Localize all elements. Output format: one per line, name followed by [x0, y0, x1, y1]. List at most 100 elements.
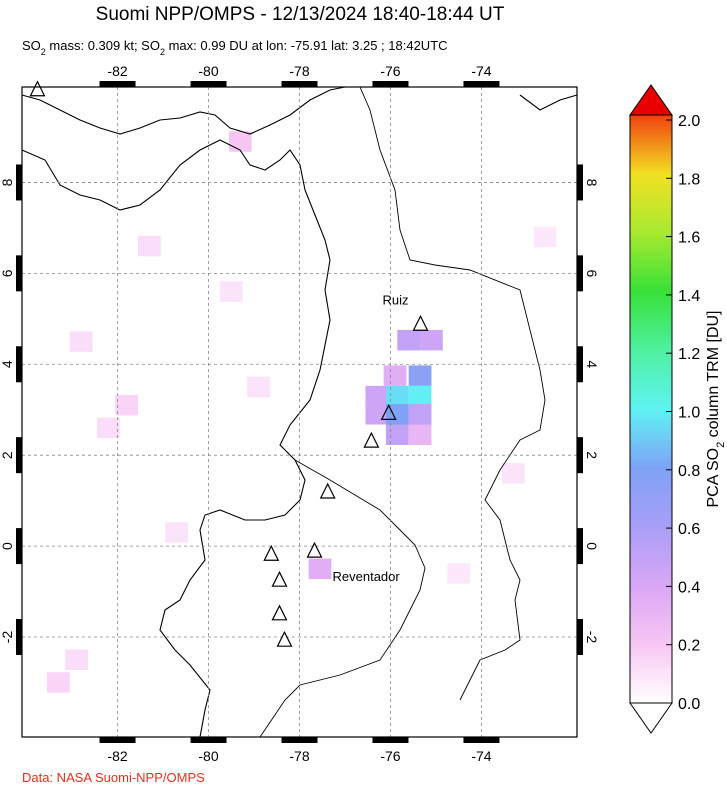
volcano: [263, 544, 280, 561]
x-tick-label: -80: [198, 63, 218, 79]
colorbar-tick-label: 0.0: [678, 696, 700, 713]
y-tick-mark: [16, 346, 22, 383]
so2-cell: [383, 365, 407, 386]
y-tick-mark: [577, 528, 583, 565]
so2-cell: [420, 329, 443, 351]
colorbar-tick-label: 1.0: [678, 405, 700, 422]
colorbar-tick-label: 1.6: [678, 230, 700, 247]
colorbar: 0.0 0.2 0.4 0.6 0.8 1.0 1.2 1.4 1.6 1.8 2.0 PCA SO2…: [629, 84, 727, 734]
volcano: [271, 604, 288, 621]
y-tick-label: 0: [584, 542, 600, 550]
volcano: [276, 630, 293, 647]
so2-cell: [408, 365, 432, 386]
so2-cell: [138, 235, 161, 257]
x-tick-mark: [281, 737, 318, 743]
y-tick-label: 8: [0, 178, 15, 186]
y-tick-mark: [577, 346, 583, 383]
so2-cell: [165, 522, 189, 543]
so2-cell: [365, 385, 389, 407]
volcano-label: Ruiz: [382, 292, 408, 307]
volcano: [412, 314, 429, 331]
so2-cell: [219, 281, 243, 302]
text-part: 2: [715, 442, 727, 448]
y-tick-label: -2: [0, 631, 15, 644]
so2-cell: [69, 331, 93, 352]
text-part: max: 0.99 DU at lon: -75.91 lat: 3.25 ; …: [165, 38, 448, 53]
so2-cell: [247, 376, 270, 398]
y-tick-mark: [577, 619, 583, 655]
text-part: column TRM [DU]: [705, 311, 722, 442]
coastline: [21, 139, 331, 738]
border: [259, 567, 426, 738]
text-part: SO: [22, 38, 41, 53]
x-tick-mark: [99, 81, 136, 87]
title: Suomi NPP/OMPS - 12/13/2024 18:40-18:44 …: [96, 4, 505, 25]
x-tick-label: -82: [107, 748, 127, 764]
coastlines: [21, 86, 578, 738]
x-tick-mark: [463, 81, 500, 87]
x-tick-label: -76: [380, 748, 400, 764]
volcano: [319, 482, 336, 499]
colorbar-tick-label: 0.6: [678, 521, 700, 538]
x-tick-mark: [190, 81, 227, 87]
so2-cell: [308, 558, 332, 580]
x-tick-mark: [190, 737, 227, 743]
x-tick-label: -80: [198, 748, 218, 764]
y-tick-label: 8: [584, 179, 600, 187]
y-tick-label: 2: [0, 451, 15, 459]
volcano: [29, 80, 46, 97]
text-part: PCA SO: [705, 448, 722, 508]
so2-cell: [65, 649, 88, 670]
border: [294, 459, 426, 569]
so2-cell: [47, 672, 70, 693]
x-tick-label: -78: [289, 63, 309, 79]
y-tick-mark: [16, 255, 22, 292]
x-tick-mark: [463, 737, 500, 743]
so2-cell: [408, 404, 432, 425]
so2-cell: [408, 385, 432, 407]
coastline: [519, 94, 578, 111]
colorbar-tick-label: 1.2: [678, 346, 700, 363]
colorbar-tick-label: 0.2: [678, 638, 700, 655]
y-tick-mark: [577, 164, 583, 201]
volcano: [380, 404, 397, 420]
y-tick-label: 2: [584, 451, 600, 459]
so2-cell: [397, 329, 421, 351]
colorbar-tick-label: 0.4: [678, 579, 700, 596]
colorbar-bottom: [629, 702, 673, 734]
y-tick-label: 4: [0, 360, 15, 368]
colorbar-tick-label: 0.8: [678, 463, 700, 480]
x-tick-label: -74: [471, 748, 491, 764]
x-tick-mark: [281, 81, 318, 87]
so2-cell: [115, 394, 139, 416]
y-tick-label: 4: [584, 360, 600, 368]
map-frame: [21, 86, 578, 738]
text-part: mass: 0.309 kt; SO: [46, 38, 160, 53]
y-tick-mark: [16, 164, 22, 201]
colorbar-label: PCA SO2 column TRM [DU]: [705, 311, 727, 508]
so2-cell: [97, 417, 120, 439]
y-tick-mark: [16, 528, 22, 565]
so2-cell: [447, 563, 471, 584]
so2-cell: [385, 424, 409, 445]
so2-cell: [533, 226, 557, 248]
x-tick-mark: [372, 81, 409, 87]
text-part: 2: [160, 47, 165, 57]
y-tick-mark: [16, 619, 22, 655]
x-tick-label: -82: [107, 63, 127, 79]
y-tick-label: 6: [584, 269, 600, 277]
x-tick-label: -74: [471, 63, 491, 79]
colorbar-tick-label: 1.4: [678, 288, 700, 305]
so2-cell: [501, 463, 525, 484]
border: [359, 86, 546, 701]
y-tick-mark: [577, 255, 583, 292]
colorbar-tick-label: 2.0: [678, 113, 700, 130]
so2-cell: [385, 385, 409, 407]
x-tick-mark: [99, 737, 136, 743]
so2-cell: [408, 424, 432, 445]
volcano: [271, 570, 288, 587]
colorbar-tick-label: 1.8: [678, 171, 700, 188]
x-tick-mark: [372, 737, 409, 743]
text-part: 2: [41, 47, 46, 57]
